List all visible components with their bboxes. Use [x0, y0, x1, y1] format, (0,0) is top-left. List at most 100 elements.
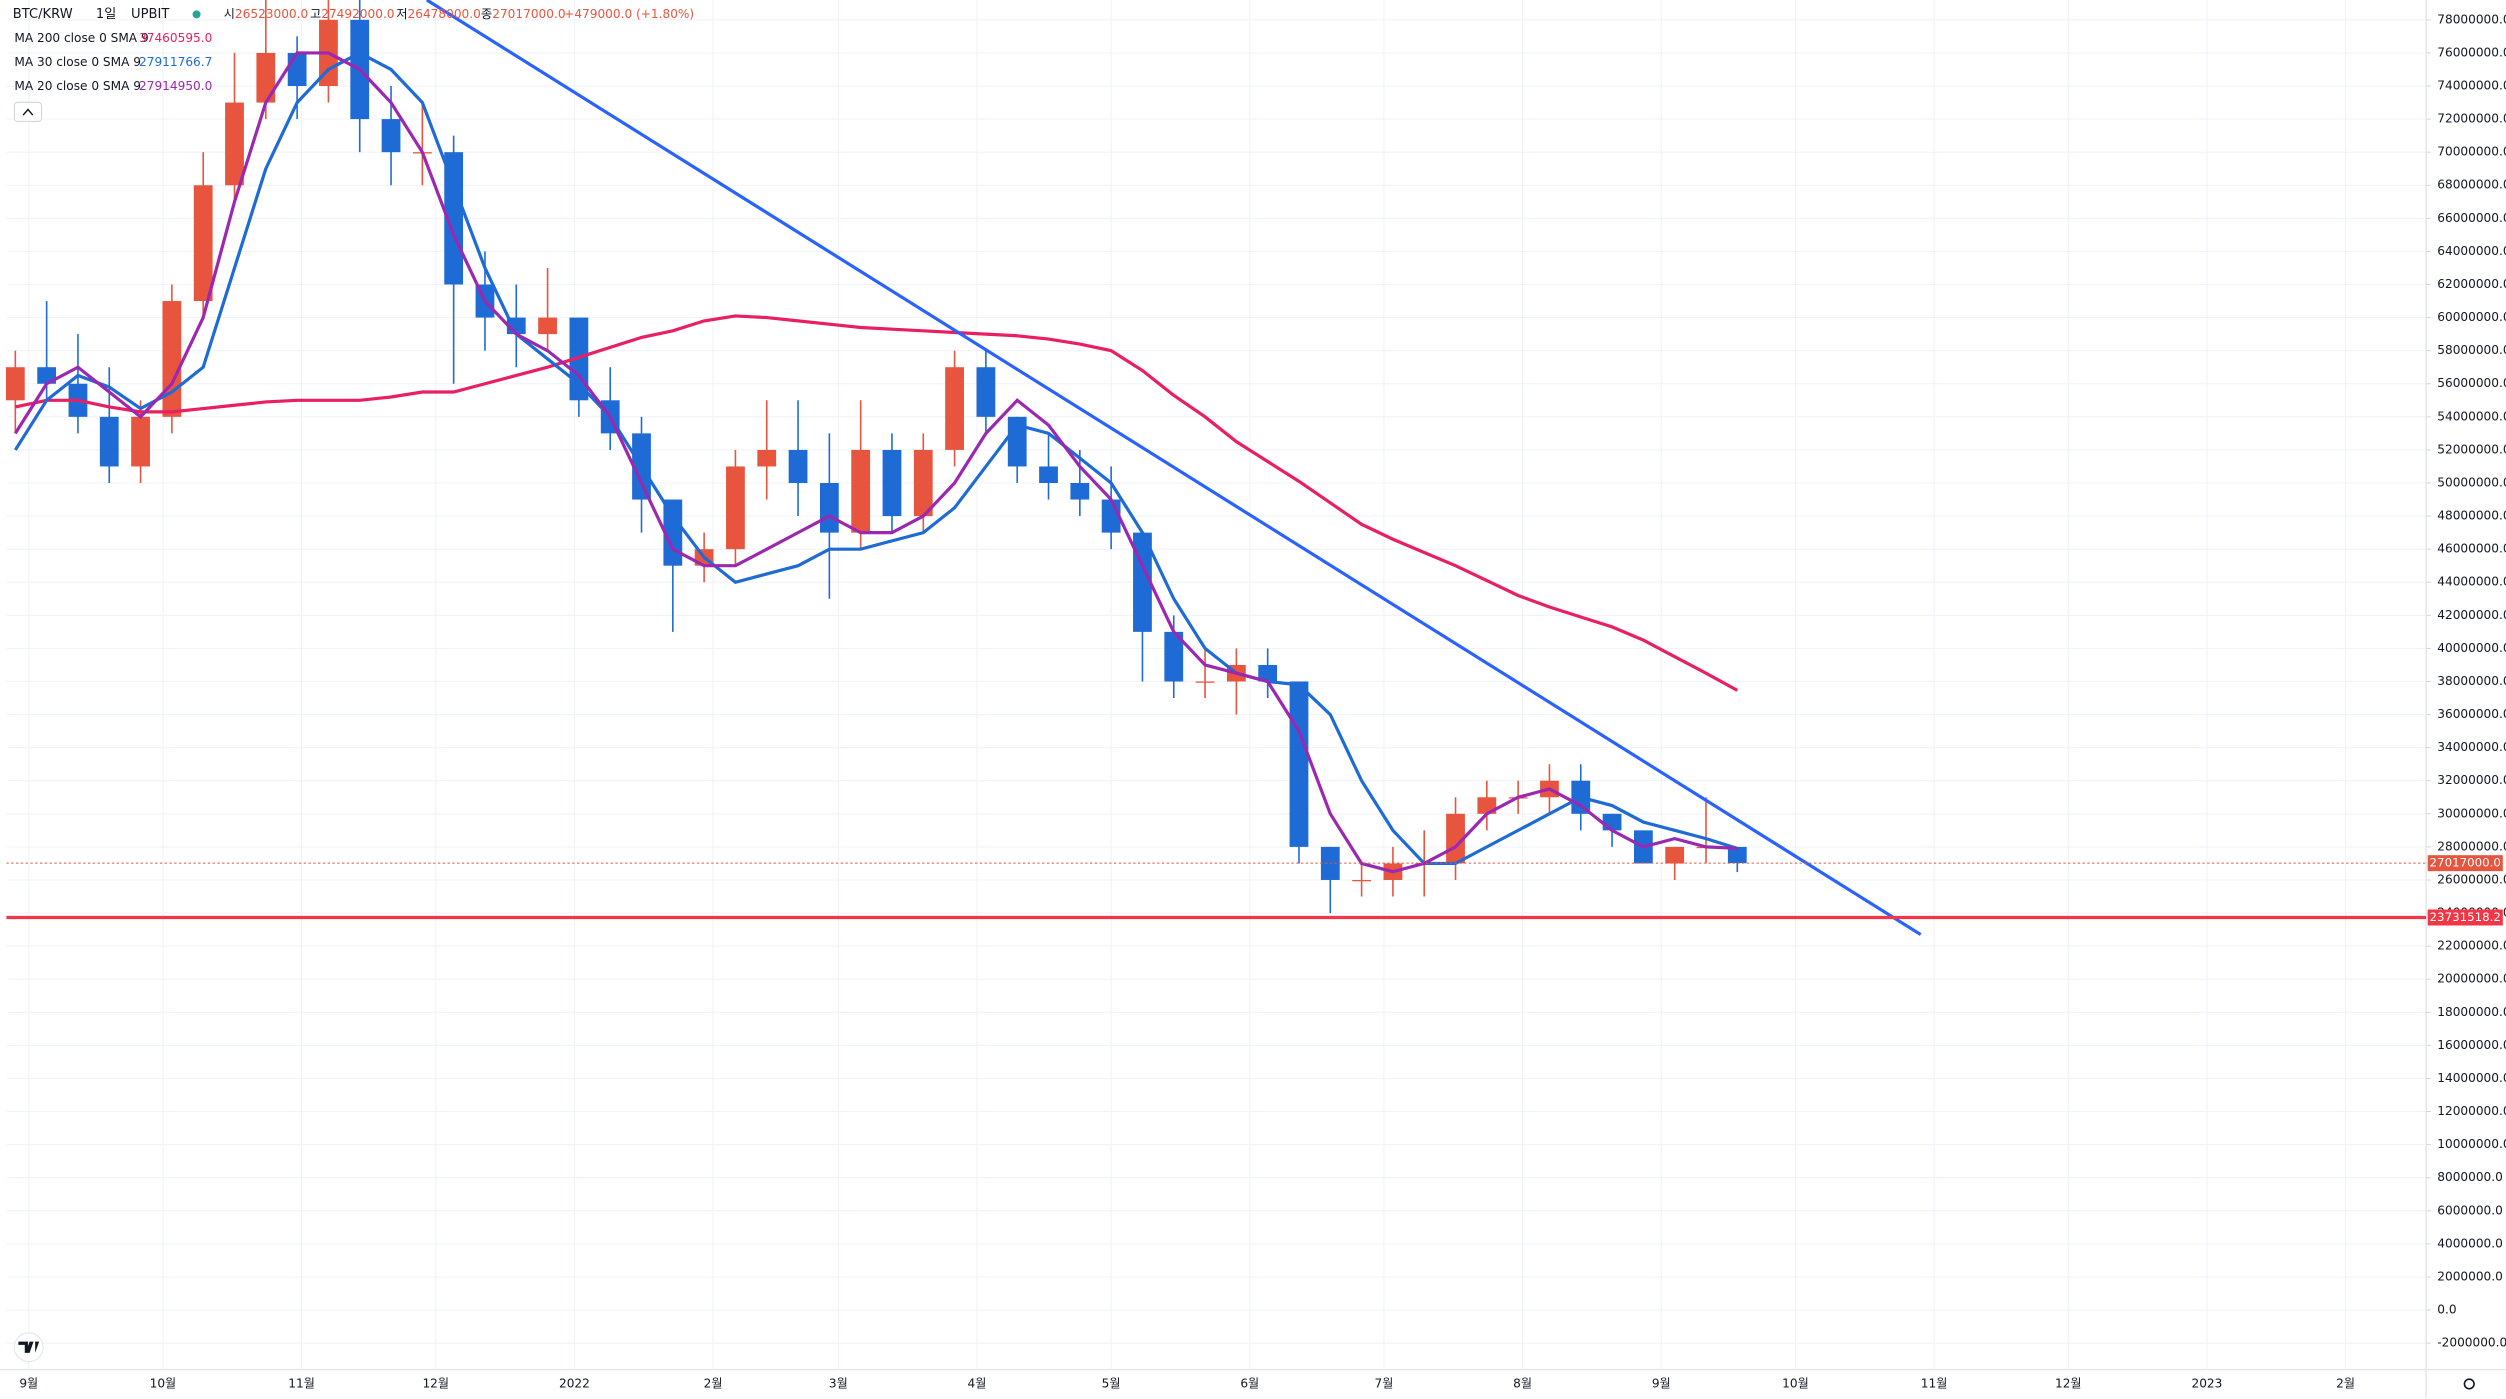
y-tick-label: 18000000.0: [2437, 1005, 2506, 1019]
legend-value: 37460595.0: [139, 31, 212, 45]
y-tick-label: 60000000.0: [2437, 310, 2506, 324]
y-tick-label: 48000000.0: [2437, 509, 2506, 523]
y-tick-label: 40000000.0: [2437, 641, 2506, 655]
y-tick-label: 12000000.0: [2437, 1104, 2506, 1118]
price-tag-label: 23731518.2: [2430, 910, 2501, 924]
plot: [5, 0, 2427, 936]
legend-label: MA 30 close 0 SMA 9: [14, 55, 141, 69]
legend-label: MA 200 close 0 SMA 9: [14, 31, 148, 45]
x-tick-label: 2022: [559, 1376, 590, 1390]
candle-body: [945, 367, 964, 450]
legend-value: 27911766.7: [139, 55, 212, 69]
y-tick-label: 42000000.0: [2437, 608, 2506, 622]
x-tick-label: 11월: [288, 1376, 315, 1390]
candle-body: [131, 416, 150, 467]
x-tick-label: 11월: [1921, 1376, 1948, 1390]
candle-body: [913, 449, 933, 517]
candle-body: [1727, 846, 1747, 864]
candle-body: [193, 185, 213, 302]
candle-body: [1289, 681, 1309, 847]
candle-body: [256, 52, 276, 103]
y-tick-label: 62000000.0: [2437, 277, 2506, 291]
candle-body: [1039, 466, 1058, 483]
candle-body: [1665, 846, 1685, 864]
open-label: 시: [224, 7, 235, 21]
y-tick-label: 58000000.0: [2437, 343, 2506, 357]
candle-body: [1258, 664, 1278, 682]
y-tick-label: 22000000.0: [2437, 939, 2506, 953]
y-tick-label: 34000000.0: [2437, 740, 2506, 754]
logo: [18, 1341, 40, 1353]
candle-body: [976, 367, 996, 417]
x-tick-label: 10월: [1782, 1376, 1809, 1390]
y-tick-label: 30000000.0: [2437, 806, 2506, 820]
exchange: UPBIT: [131, 7, 170, 22]
y-tick-label: 70000000.0: [2437, 145, 2506, 159]
x-tick-label: 12월: [2055, 1376, 2082, 1390]
y-tick-label: 68000000.0: [2437, 178, 2506, 192]
ma-line: [15, 314, 1739, 692]
y-tick-label: 0.0: [2437, 1303, 2456, 1317]
y-tick-label: 54000000.0: [2437, 409, 2506, 423]
last-price-tag-label: 27017000.0: [2430, 856, 2501, 870]
y-tick-label: 6000000.0: [2437, 1203, 2503, 1217]
candle-body: [287, 52, 307, 87]
y-tick-label: 16000000.0: [2437, 1038, 2506, 1052]
legend-value: 27914950.0: [139, 79, 212, 93]
x-tick-label: 2월: [704, 1376, 723, 1390]
candle-body: [444, 152, 464, 285]
candle-body: [726, 466, 745, 550]
y-tick-label: 38000000.0: [2437, 674, 2506, 688]
low-value: 26478000.0: [408, 7, 481, 21]
trend-line: [425, 0, 1922, 936]
high-label: 고: [310, 7, 321, 21]
y-tick-label: 20000000.0: [2437, 972, 2506, 986]
x-tick-label: 10월: [150, 1376, 177, 1390]
y-tick-label: 72000000.0: [2437, 112, 2506, 126]
interval: 1일: [96, 6, 116, 22]
price-tag: [2427, 909, 2503, 926]
legend-label: MA 20 close 0 SMA 9: [14, 79, 141, 93]
settings-icon[interactable]: [2463, 1378, 2475, 1390]
x-tick-label: 5월: [1102, 1376, 1121, 1390]
last-price-tag: [2427, 855, 2503, 872]
candle-body: [882, 449, 902, 517]
collapse-button[interactable]: [13, 101, 43, 123]
x-tick-label: 7월: [1375, 1376, 1394, 1390]
candle-body: [757, 449, 777, 467]
y-tick-label: 44000000.0: [2437, 575, 2506, 589]
y-tick-label: 32000000.0: [2437, 773, 2506, 787]
low-label: 저: [396, 7, 407, 21]
y-tick-label: 2000000.0: [2437, 1269, 2503, 1283]
candle-body: [162, 301, 182, 417]
close-label: 종: [481, 7, 492, 21]
candle-body: [1070, 482, 1090, 500]
y-tick-label: 56000000.0: [2437, 376, 2506, 390]
y-tick-label: 4000000.0: [2437, 1236, 2503, 1250]
candle-body: [225, 102, 244, 186]
y-tick-label: 26000000.0: [2437, 872, 2506, 886]
y-tick-label: 28000000.0: [2437, 839, 2506, 853]
candle-body: [381, 119, 401, 153]
x-tick-label: 9월: [19, 1376, 38, 1390]
x-tick-label: 2월: [2336, 1376, 2355, 1390]
x-tick-label: 4월: [968, 1376, 987, 1390]
open-value: 26523000.0: [235, 7, 308, 21]
candle-body: [788, 449, 808, 483]
x-tick-label: 8월: [1513, 1376, 1532, 1390]
x-tick-label: 12월: [422, 1376, 449, 1390]
axes: 78000000.0 76000000.0 74000000.0 72000000.0…: [19, 12, 2506, 1390]
collapse-icon: [22, 108, 34, 116]
y-tick-label: 8000000.0: [2437, 1170, 2503, 1184]
candle-body: [1602, 813, 1622, 831]
candle-body: [1352, 879, 1371, 882]
ma-line: [13, 51, 1738, 874]
candle-body: [1195, 681, 1215, 683]
x-tick-label: 6월: [1240, 1376, 1259, 1390]
high-value: 27492000.0: [321, 7, 394, 21]
x-tick-label: 9월: [1652, 1376, 1671, 1390]
y-tick-label: 76000000.0: [2437, 45, 2506, 59]
y-tick-label: 78000000.0: [2437, 12, 2506, 26]
